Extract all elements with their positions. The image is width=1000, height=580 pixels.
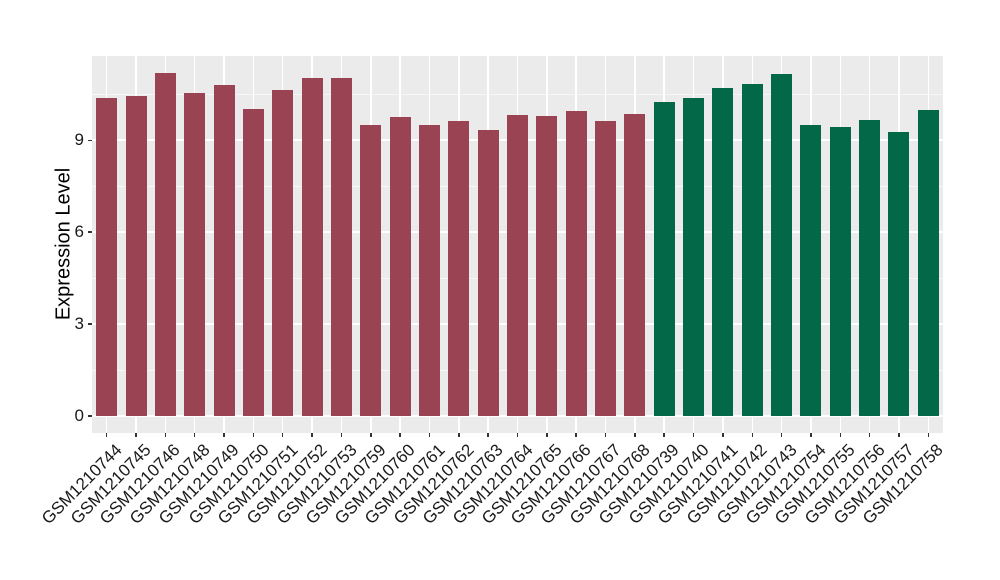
x-tick-mark (634, 433, 636, 437)
x-tick-mark (839, 433, 842, 437)
chart-bar (653, 101, 675, 417)
y-tick-label: 6 (74, 222, 84, 242)
y-tick-mark (88, 415, 92, 417)
x-tick-mark (722, 433, 724, 437)
chart-bar (917, 110, 939, 417)
x-tick-mark (868, 433, 871, 437)
chart-bar (536, 116, 558, 417)
y-tick-mark (88, 231, 92, 233)
x-tick-mark (751, 433, 753, 437)
chart-bar (184, 92, 206, 417)
chart-bar (389, 116, 411, 417)
chart-bar (154, 73, 176, 417)
x-tick-mark (575, 433, 577, 437)
x-tick-mark (164, 433, 167, 437)
y-tick-mark (88, 323, 92, 325)
chart-bar (859, 119, 881, 417)
chart-bar (683, 98, 705, 417)
x-tick-mark (193, 433, 196, 437)
chart-bar (213, 85, 235, 417)
x-tick-mark (223, 433, 225, 437)
chart-bar (800, 124, 822, 417)
x-tick-mark (780, 433, 783, 437)
chart-bar (477, 130, 499, 417)
x-tick-mark (399, 433, 401, 437)
chart-bar (624, 113, 646, 417)
chart-bar (448, 120, 470, 417)
chart-bar (888, 132, 910, 417)
x-tick-mark (340, 433, 343, 437)
x-tick-mark (428, 433, 431, 437)
x-tick-mark (692, 433, 695, 437)
major-gridline (92, 415, 943, 418)
chart-bar (712, 88, 734, 417)
x-tick-mark (604, 433, 607, 437)
x-tick-mark (810, 433, 812, 437)
x-tick-mark (135, 433, 137, 437)
chart-bar (771, 74, 793, 417)
x-tick-mark (516, 433, 519, 437)
y-axis-title: Expression Level (52, 167, 75, 321)
chart-bar (829, 127, 851, 417)
chart-bar (330, 78, 352, 417)
chart-bar (242, 108, 264, 417)
chart-bar (418, 125, 440, 417)
chart-bar (565, 111, 587, 417)
x-tick-mark (927, 433, 930, 437)
chart-bar (96, 98, 118, 417)
chart-bar (507, 115, 528, 417)
chart-bar (125, 96, 147, 417)
x-tick-mark (487, 433, 489, 437)
x-tick-mark (105, 433, 108, 437)
y-tick-label: 9 (74, 130, 84, 150)
x-tick-mark (252, 433, 255, 437)
x-tick-mark (663, 433, 665, 437)
x-tick-mark (898, 433, 900, 437)
chart-bar (360, 124, 382, 417)
x-tick-mark (546, 433, 548, 437)
chart-bar (301, 78, 323, 417)
x-tick-mark (458, 433, 460, 437)
y-tick-label: 3 (74, 314, 84, 334)
y-tick-label: 0 (74, 406, 84, 426)
minor-gridline (92, 93, 943, 95)
x-tick-mark (370, 433, 372, 437)
x-tick-mark (311, 433, 313, 437)
y-tick-mark (88, 139, 92, 142)
x-tick-mark (281, 433, 284, 437)
chart-bar (595, 120, 617, 417)
chart-bar (272, 90, 294, 417)
chart-bar (741, 84, 763, 417)
